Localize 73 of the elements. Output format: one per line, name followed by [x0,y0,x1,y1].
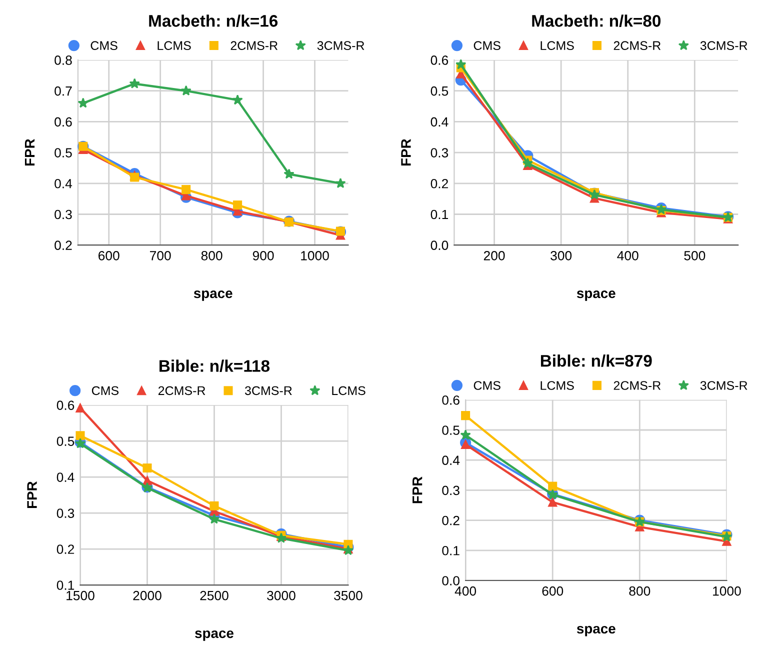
legend-label: 3CMS-R [700,381,748,390]
x-tick-label: 200 [484,251,505,260]
y-tick-label: 0.6 [442,395,460,405]
x-tick-label: 600 [98,251,120,260]
y-tick-label: 0.5 [442,426,460,435]
y-tick-label: 0.1 [442,546,460,556]
x-tick-label: 500 [684,251,706,260]
x-tick-label: 400 [617,251,638,260]
x-tick-label: 300 [550,251,572,260]
legend-label: LCMS [158,41,191,50]
legend-label: CMS [92,386,119,396]
legend-label: 2CMS-R [158,386,206,396]
y-tick-label: 0.6 [430,56,448,65]
y-tick-label: 0.0 [430,240,448,250]
y-tick-label: 0.7 [54,86,72,96]
legend-label: LCMS [540,41,574,50]
x-tick-label: 3000 [267,590,296,600]
y-axis-title: FPR [401,138,411,166]
chart-title: Macbeth: n/k=80 [532,14,661,27]
x-axis-title: space [194,290,232,301]
y-tick-label: 0.0 [442,576,460,586]
x-tick-label: 2500 [200,590,228,600]
legend-label: 3CMS-R [317,41,364,50]
x-tick-label: 3500 [334,590,362,600]
chart-title: Bible: n/k=879 [540,354,652,367]
x-tick-label: 2000 [133,590,162,600]
y-tick-label: 0.6 [56,400,74,410]
y-tick-label: 0.3 [54,210,72,220]
y-tick-label: 0.3 [430,148,448,158]
x-tick-label: 800 [629,586,650,596]
x-tick-label: 1000 [713,586,741,596]
y-tick-label: 0.3 [442,486,460,496]
y-tick-label: 0.4 [56,472,74,482]
legend-label: 3CMS-R [244,386,292,396]
legend-label: 2CMS-R [614,381,661,390]
legend-label: 3CMS-R [700,41,748,50]
y-tick-label: 0.1 [56,580,74,590]
x-tick-label: 800 [201,251,222,260]
x-tick-label: 700 [150,251,171,260]
legend-label: LCMS [332,386,366,396]
y-axis-title: FPR [27,481,37,508]
legend-label: CMS [90,41,118,50]
x-tick-label: 1500 [66,590,94,600]
y-tick-label: 0.5 [56,436,74,446]
x-tick-label: 400 [454,586,476,596]
legend-label: 2CMS-R [230,41,278,50]
legend-label: CMS [474,41,500,50]
y-tick-label: 0.8 [54,56,72,65]
y-axis-title: FPR [412,476,422,504]
x-axis-title: space [195,630,234,641]
y-tick-label: 0.5 [430,86,448,96]
y-tick-label: 0.5 [54,148,72,158]
y-tick-label: 0.2 [54,240,72,250]
y-tick-label: 0.2 [56,544,74,554]
y-tick-label: 0.3 [56,508,74,518]
y-tick-label: 0.4 [430,117,448,127]
y-tick-label: 0.1 [430,210,448,220]
x-axis-title: space [576,626,616,636]
y-tick-label: 0.4 [54,178,72,188]
legend-label: CMS [474,381,500,390]
chart-title: Macbeth: n/k=16 [149,14,278,27]
chart-title: Bible: n/k=118 [160,360,270,372]
y-tick-label: 0.4 [442,456,460,466]
y-tick-label: 0.2 [430,178,448,188]
x-tick-label: 1000 [301,251,329,260]
y-tick-label: 0.6 [54,117,72,127]
legend-label: LCMS [540,381,574,390]
legend-label: 2CMS-R [614,41,661,50]
x-tick-label: 900 [252,251,274,260]
y-tick-label: 0.2 [442,516,460,526]
y-axis-title: FPR [24,138,35,166]
x-axis-title: space [576,290,616,301]
x-tick-label: 600 [542,586,564,596]
